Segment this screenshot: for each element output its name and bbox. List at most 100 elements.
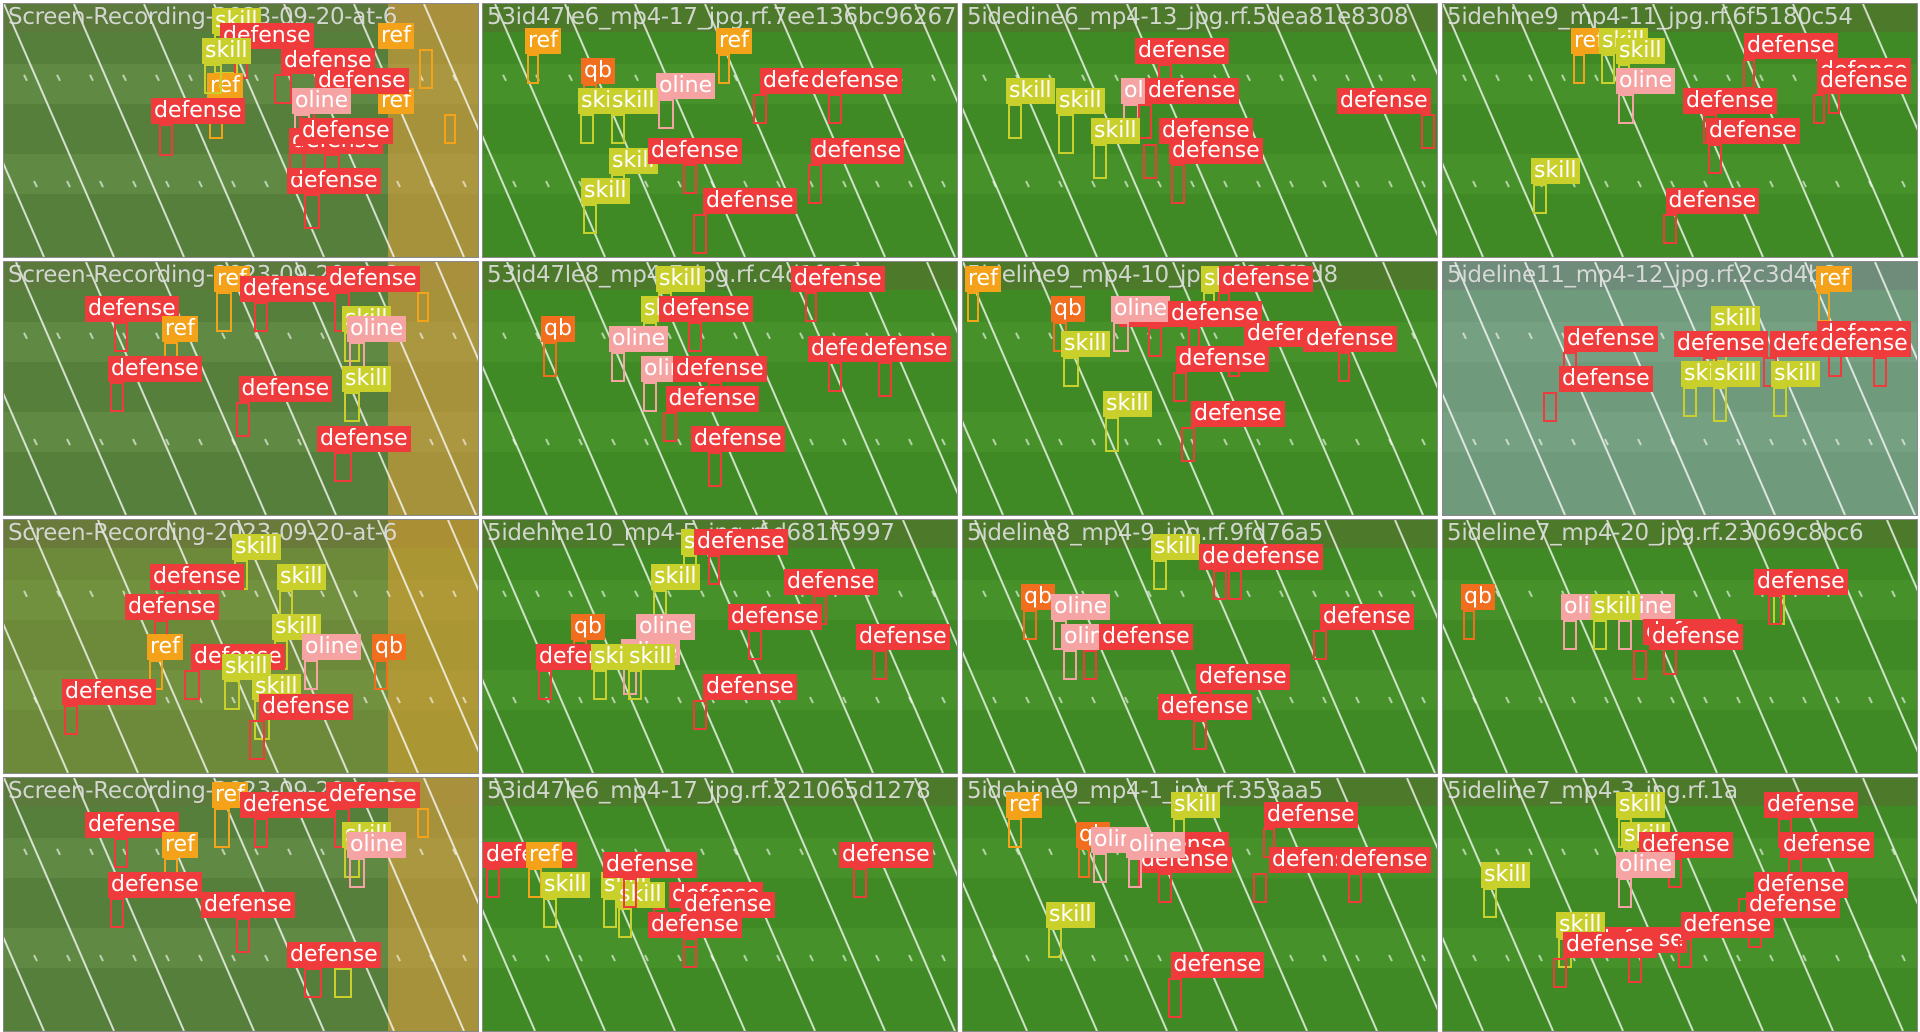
detection-defense: defense xyxy=(1674,331,1768,387)
detection-skill: skill xyxy=(1711,361,1760,422)
class-label: defense xyxy=(1303,326,1397,352)
bounding-box xyxy=(753,94,767,124)
football-field-image xyxy=(4,262,478,515)
bounding-box xyxy=(1193,720,1207,750)
class-label: qb xyxy=(541,316,575,342)
bounding-box xyxy=(1678,938,1692,968)
bounding-box xyxy=(249,720,265,760)
bounding-box xyxy=(623,878,637,908)
detection-defense: defense xyxy=(694,529,788,585)
detection-defense: defense xyxy=(808,68,902,124)
bounding-box xyxy=(1093,144,1107,179)
detection-defense: defense xyxy=(151,98,245,156)
detection-ref: ref xyxy=(162,832,198,888)
class-label: defense xyxy=(1196,664,1290,690)
class-label: oline xyxy=(1616,68,1676,94)
detection-ref: ref xyxy=(525,28,561,84)
class-label: oline xyxy=(347,832,407,858)
class-label: defense xyxy=(839,842,933,868)
detection-defense: defense xyxy=(125,594,219,650)
bounding-box xyxy=(1173,372,1187,402)
class-label: defense xyxy=(1559,366,1653,392)
class-label: ref xyxy=(147,634,183,660)
detection-defense: defense xyxy=(648,138,742,194)
detection-defense: defense xyxy=(691,426,785,487)
detection-ref: ref xyxy=(378,23,433,89)
class-label: defense xyxy=(603,852,697,878)
class-label: defense xyxy=(857,336,951,362)
detection-defense: defense xyxy=(317,426,411,482)
class-label: defense xyxy=(108,356,202,382)
class-label: qb xyxy=(1461,584,1495,610)
bounding-box xyxy=(1153,560,1167,590)
bounding-box xyxy=(304,968,322,998)
bounding-box xyxy=(1633,650,1647,680)
detection-skill: skill xyxy=(1531,158,1580,214)
bounding-box xyxy=(1683,387,1697,417)
detection-tile: 5ideline8_mp4-9_jpg.rf.9fd76a5 skill defen… xyxy=(962,519,1438,774)
detection-skill: skill xyxy=(581,178,630,234)
class-label: defense xyxy=(810,138,905,164)
detection-ref: ref xyxy=(716,28,752,84)
bounding-box xyxy=(527,54,539,84)
class-label: defense xyxy=(1175,346,1270,372)
detection-defense: defense xyxy=(1633,624,1743,680)
bounding-box xyxy=(214,808,230,848)
detection-skill: skill xyxy=(626,644,675,700)
detection-defense: defense xyxy=(536,644,630,700)
bounding-box xyxy=(693,214,707,254)
detection-defense: defense xyxy=(240,792,334,848)
bounding-box xyxy=(1008,104,1022,139)
bounding-box xyxy=(658,99,674,129)
detection-defense: defense xyxy=(1706,118,1800,174)
bounding-box xyxy=(808,164,822,204)
bounding-box xyxy=(1618,94,1634,124)
detection-defense: defense xyxy=(1337,847,1431,903)
class-label: qb xyxy=(571,614,605,640)
detection-tile: 5ideline9_mp4-10_jpg.rf.046f3d8refskilld… xyxy=(962,261,1438,516)
bounding-box xyxy=(583,204,597,234)
detection-oline: oline xyxy=(1061,624,1121,680)
bounding-box xyxy=(64,705,78,735)
detection-skill: skill xyxy=(1006,78,1055,139)
class-label: defense xyxy=(673,356,767,382)
class-label: defense xyxy=(1337,847,1431,873)
detection-defense: defense xyxy=(108,356,202,412)
detection-defense: defense xyxy=(1563,326,1658,382)
bounding-box xyxy=(828,362,842,392)
bounding-box xyxy=(543,898,557,928)
class-label: defense xyxy=(240,792,334,818)
bounding-box xyxy=(748,630,762,660)
detection-defense: defense xyxy=(1263,802,1358,858)
bounding-box xyxy=(216,292,232,332)
bounding-box xyxy=(663,412,677,442)
detection-skill: skill xyxy=(616,882,665,938)
class-label: defense xyxy=(784,569,878,595)
detection-skill: skill xyxy=(578,88,627,144)
bounding-box xyxy=(1253,873,1267,903)
bounding-box xyxy=(110,898,124,928)
class-label: skill xyxy=(1531,158,1580,184)
bounding-box xyxy=(1105,417,1119,452)
bounding-box xyxy=(1773,387,1787,417)
bounding-box xyxy=(1533,184,1547,214)
class-label: defense xyxy=(1158,694,1252,720)
class-label: oline xyxy=(1126,832,1186,858)
bounding-box xyxy=(528,868,542,898)
bounding-box xyxy=(708,452,722,487)
bounding-box xyxy=(683,164,697,194)
detection-defense: defense xyxy=(839,842,933,898)
detection-defense: defense xyxy=(808,138,905,204)
detection-tile: Screen-Recording-2023-09-20-at-6 skill def… xyxy=(3,519,479,774)
class-label: defense xyxy=(791,266,885,292)
class-label: defense xyxy=(1219,266,1313,292)
detection-oline: oline xyxy=(1561,594,1621,650)
class-label: defense xyxy=(1264,802,1358,828)
bounding-box xyxy=(1421,114,1435,149)
detection-oline: oline xyxy=(347,832,407,888)
detection-defense: defense xyxy=(693,674,797,730)
detection-tile: 5idehine10_mp4-5_jpg.rf.d681f5997skillde… xyxy=(482,519,958,774)
detection-defense: defense xyxy=(289,118,393,176)
bounding-box xyxy=(1168,978,1182,1018)
detection-skill: skill xyxy=(222,654,271,710)
